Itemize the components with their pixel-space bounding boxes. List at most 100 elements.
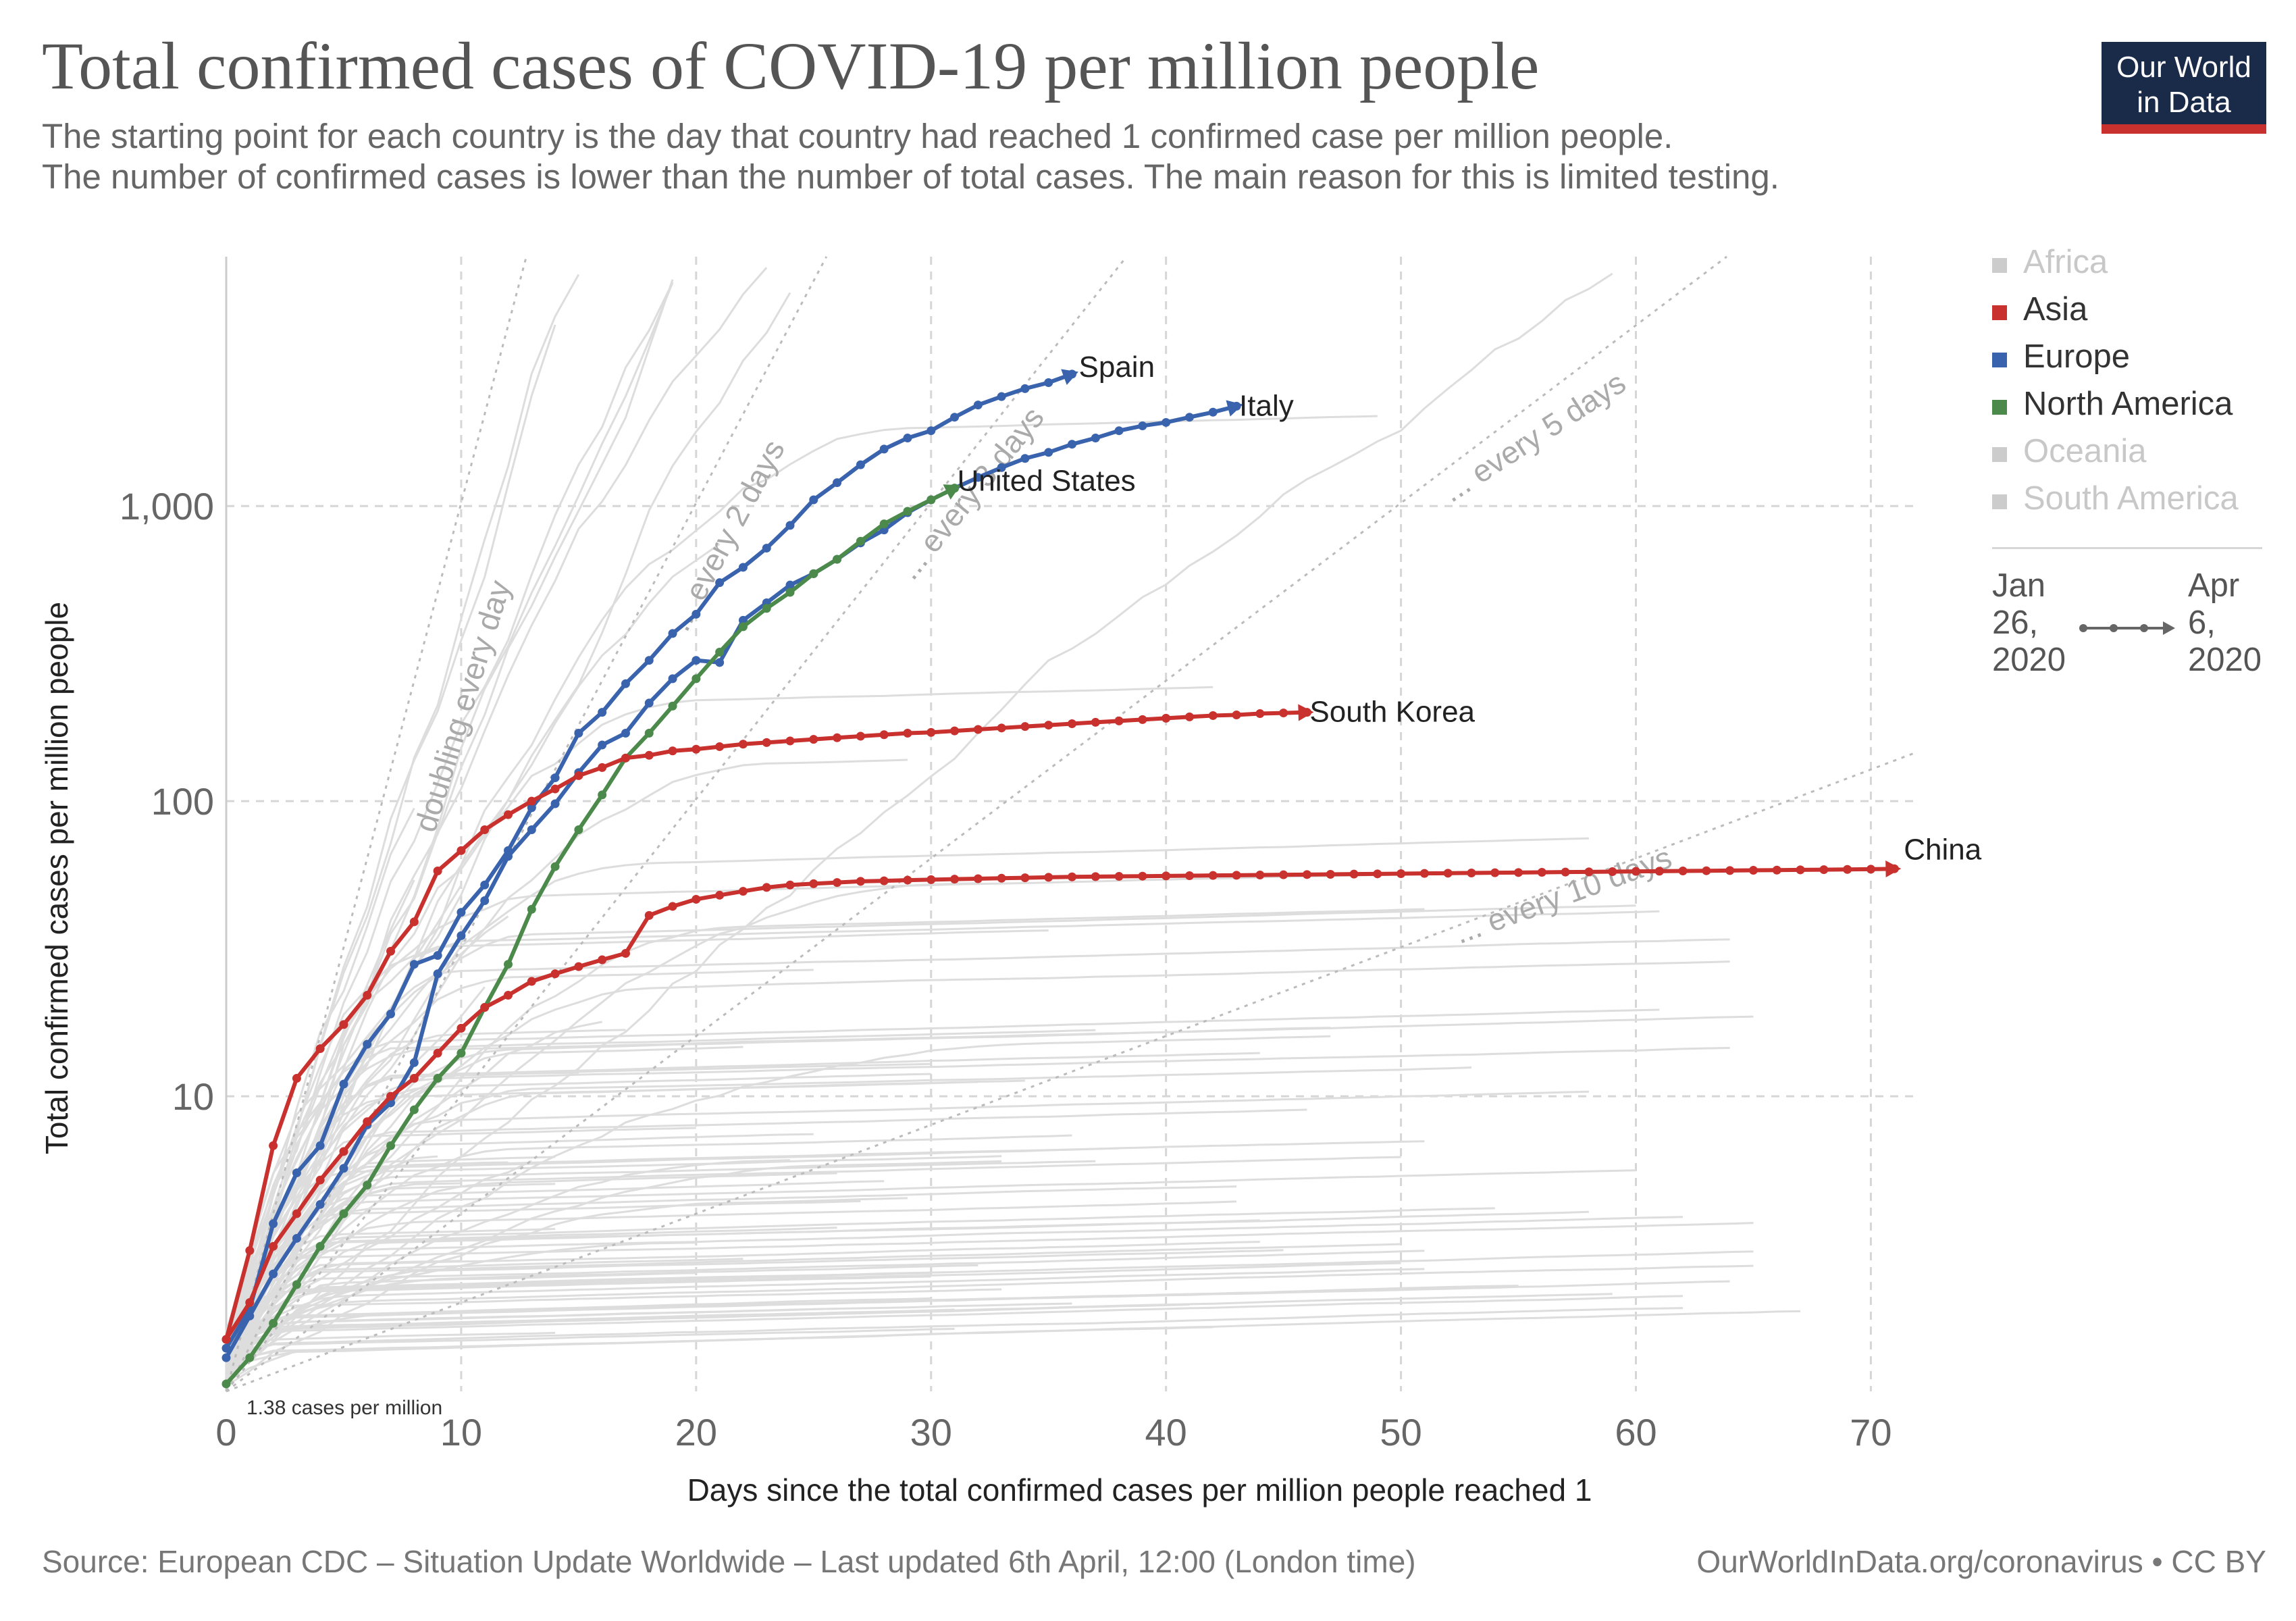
x-tick-label: 50 [1380,1411,1421,1453]
background-country-line [226,1160,532,1345]
series-point [927,495,936,505]
series-point [1772,865,1781,875]
background-country-line [225,1140,1425,1354]
series-point [644,698,654,708]
series-point [692,744,701,754]
series-point [833,555,842,564]
series-point [809,569,818,578]
series-point [292,1233,301,1243]
timeline-start: Jan 26, 2020 [1992,567,2066,679]
series-point [1255,871,1265,880]
series-label-spain: Spain [1079,351,1155,384]
background-country-line [225,1046,743,1343]
series-point [644,910,654,920]
timeline-start-month: Jan [1992,567,2046,604]
legend-label: Oceania [2023,433,2147,469]
series-point [1208,407,1218,417]
series-point [785,580,795,590]
series-point [903,434,912,443]
series-point [339,1020,348,1029]
series-point [221,1353,231,1362]
series-point [386,1009,396,1019]
series-point [785,521,795,530]
series-point [715,658,725,667]
series-point [245,1311,255,1320]
series-point [1654,867,1664,876]
owid-logo[interactable]: Our World in Data [2102,42,2266,134]
series-point [456,846,466,855]
series-point [1302,870,1311,879]
legend-swatch [1992,400,2007,415]
series-point [856,536,865,546]
series-arrowhead [1226,400,1243,417]
background-country-line [225,882,979,1345]
series-point [245,1246,255,1256]
series-point [927,875,936,884]
logo-text: Our World in Data [2102,42,2266,120]
series-point [1068,872,1076,881]
doubling-reference-line [226,255,1727,1393]
background-country-line [225,1021,602,1360]
series-point [456,1023,466,1033]
series-point [433,1048,442,1058]
series-point [598,763,607,772]
series-point [550,773,560,783]
series-point [692,609,701,619]
background-country-line [225,1169,1636,1380]
timeline-end-year: 2020 [2188,642,2262,678]
series-point [1162,871,1171,881]
series-point [598,740,607,750]
background-country-line [225,1127,696,1358]
series-point [785,880,795,890]
series-point [1091,717,1100,727]
series-point [1184,712,1194,721]
series-point [1326,869,1335,879]
series-point [292,1209,301,1218]
series-point [574,825,583,835]
series-point [409,917,419,927]
background-country-line [225,1047,1730,1343]
series-point [433,969,442,979]
source-note: Source: European CDC – Situation Update … [42,1544,1416,1579]
background-country-line [225,1008,1660,1335]
doubling-reference-line [225,256,527,1392]
series-point [292,1168,301,1178]
logo-line-2: in Data [2137,86,2231,119]
series-point [621,728,630,738]
series-point [644,728,654,738]
background-country-line [226,1197,908,1387]
series-point [269,1318,278,1328]
series-point [1866,865,1875,874]
series-point [409,1105,419,1114]
series-point [950,875,960,884]
background-country-line [226,1307,1684,1364]
series-point [1349,869,1359,879]
series-label-united-states: United States [958,465,1136,498]
background-country-line [225,969,814,1343]
series-point [1208,871,1218,880]
series-point [339,1147,348,1156]
series-point [504,852,513,861]
series-point [386,1091,396,1101]
footer-link[interactable]: OurWorldInData.org/coronavirus • CC BY [1696,1544,2266,1579]
series-point [715,742,725,751]
timeline-arrow-icon[interactable] [2077,615,2178,642]
series-point [598,955,607,964]
background-country-line [225,1210,1589,1364]
series-point [1020,873,1030,883]
background-country-line [225,1027,1331,1349]
series-arrowhead [1298,704,1314,721]
background-country-line [225,1200,1237,1336]
background-country-line [225,1156,1401,1339]
series-point [762,604,771,613]
series-point [292,1074,301,1083]
series-point [809,879,818,888]
series-point [527,796,536,806]
series-point [879,876,889,885]
series-point [339,1209,348,1218]
series-point [574,728,583,738]
series-point [668,701,677,711]
series-point [1138,871,1147,881]
series-point [433,1074,442,1083]
timeline-end-day: 6, [2188,604,2216,641]
